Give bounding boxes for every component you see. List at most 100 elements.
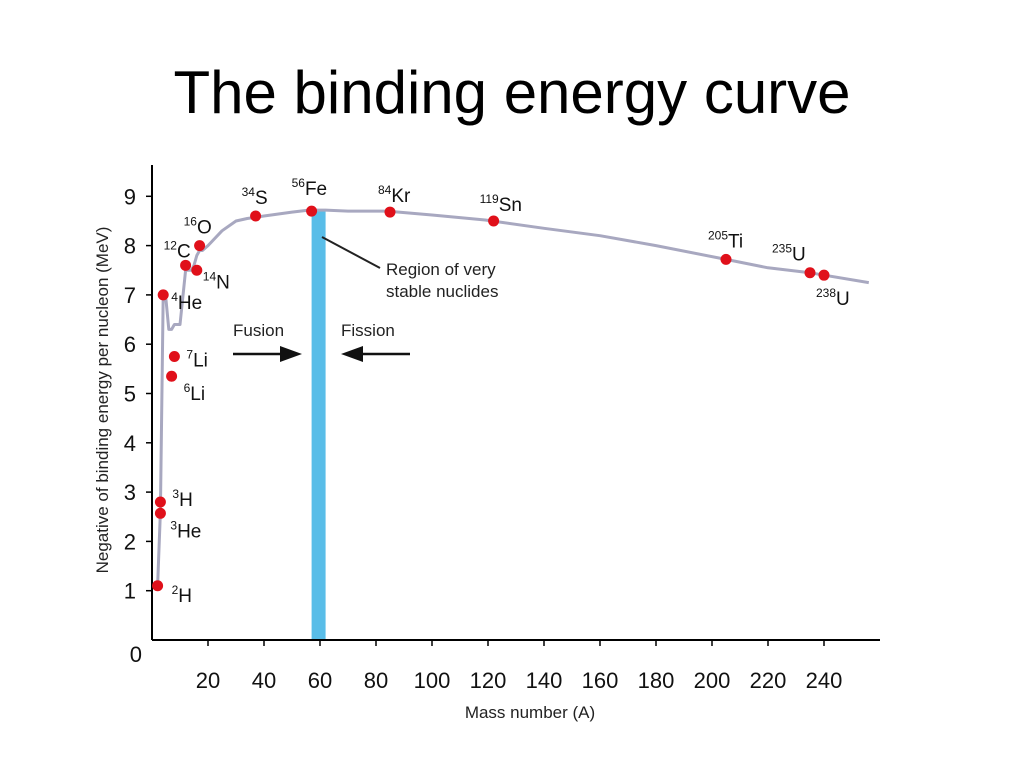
x-tick-label: 140	[526, 668, 563, 693]
nuclide-symbol: C	[177, 241, 191, 262]
binding-energy-curve	[156, 208, 870, 586]
nuclide-label-119Sn: 119Sn	[480, 192, 522, 216]
nuclide-symbol: He	[178, 293, 202, 314]
nuclide-symbol: Sn	[499, 195, 522, 216]
nuclide-symbol: H	[178, 586, 192, 607]
y-tick-label: 5	[124, 382, 136, 407]
x-tick-label: 60	[308, 668, 332, 693]
nuclide-point-6Li	[166, 370, 178, 382]
nuclide-point-56Fe	[306, 205, 318, 217]
x-tick-label: 40	[252, 668, 276, 693]
y-tick-label: 2	[124, 529, 136, 554]
nuclide-point-7Li	[168, 351, 180, 363]
nuclide-label-12C: 12C	[164, 238, 191, 262]
nuclide-label-6Li: 6Li	[184, 381, 205, 405]
nuclide-mass-number: 3	[172, 487, 179, 501]
nuclide-point-14N	[191, 264, 203, 276]
nuclide-mass-number: 6	[184, 381, 191, 395]
region-pointer-line	[321, 236, 381, 269]
nuclide-symbol: U	[792, 245, 806, 266]
y-tick-label: 0	[130, 642, 142, 667]
points-layer	[152, 205, 830, 592]
x-axis-label: Mass number (A)	[465, 703, 595, 722]
nuclide-label-205Ti: 205Ti	[708, 228, 743, 252]
nuclide-label-235U: 235U	[772, 242, 806, 266]
nuclide-mass-number: 16	[184, 215, 198, 229]
nuclide-point-205Ti	[720, 253, 732, 265]
nuclide-label-34S: 34S	[242, 185, 268, 209]
nuclide-mass-number: 56	[292, 176, 306, 190]
nuclide-point-16O	[194, 240, 206, 252]
x-tick-label: 220	[750, 668, 787, 693]
nuclide-symbol: Li	[190, 384, 205, 405]
nuclide-symbol: Ti	[728, 231, 743, 252]
x-tick-label: 80	[364, 668, 388, 693]
y-tick-label: 3	[124, 480, 136, 505]
x-tick-label: 200	[694, 668, 731, 693]
nuclide-point-2H	[152, 580, 164, 592]
nuclide-symbol: O	[197, 218, 212, 239]
nuclide-symbol: U	[836, 289, 850, 310]
y-axis-label: Negative of binding energy per nucleon (…	[93, 227, 112, 574]
y-tick-label: 4	[124, 431, 136, 456]
region-annotation-line1: Region of very	[386, 260, 496, 279]
nuclide-point-4He	[157, 289, 169, 301]
stable-region-band	[311, 210, 326, 640]
y-tick-label: 6	[124, 332, 136, 357]
nuclide-label-238U: 238U	[816, 286, 850, 310]
nuclide-symbol: Fe	[305, 179, 327, 200]
nuclide-label-14N: 14N	[203, 269, 230, 293]
nuclide-point-34S	[250, 210, 262, 222]
nuclide-mass-number: 238	[816, 286, 836, 300]
fusion-label: Fusion	[233, 321, 284, 340]
nuclide-point-12C	[180, 259, 192, 271]
nuclide-symbol: S	[255, 188, 268, 209]
nuclide-mass-number: 235	[772, 242, 792, 256]
x-tick-label: 160	[582, 668, 619, 693]
nuclide-point-119Sn	[488, 215, 500, 227]
nuclide-point-235U	[804, 267, 816, 279]
nuclide-label-4He: 4He	[171, 290, 202, 314]
nuclide-symbol: Li	[193, 351, 208, 372]
x-tick-label: 120	[470, 668, 507, 693]
fission-arrow	[341, 346, 410, 362]
x-tick-label: 20	[196, 668, 220, 693]
stable-region-band-layer	[311, 210, 326, 640]
fusion-arrow	[233, 346, 302, 362]
nuclide-symbol: N	[216, 272, 230, 293]
nuclide-label-16O: 16O	[184, 215, 212, 239]
nuclide-symbol: Kr	[391, 186, 411, 207]
nuclide-point-3H	[154, 496, 166, 508]
curve-layer	[156, 208, 870, 586]
nuclide-symbol: H	[179, 490, 193, 511]
nuclide-mass-number: 2	[172, 583, 179, 597]
nuclide-label-84Kr: 84Kr	[378, 183, 411, 207]
fission-label: Fission	[341, 321, 395, 340]
nuclide-mass-number: 4	[171, 290, 178, 304]
nuclide-point-84Kr	[384, 206, 396, 218]
nuclide-mass-number: 12	[164, 238, 178, 252]
ticks-layer: 20 40 60 80 100 120 140 160 180 200 220 24001234567…	[124, 184, 843, 693]
nuclide-mass-number: 14	[203, 269, 217, 283]
x-tick-label: 240	[806, 668, 843, 693]
y-tick-label: 8	[124, 234, 136, 259]
nuclide-label-56Fe: 56Fe	[292, 176, 328, 200]
nuclide-label-7Li: 7Li	[186, 348, 207, 372]
nuclide-label-3He: 3He	[170, 518, 201, 542]
nuclide-symbol: He	[177, 521, 201, 542]
nuclide-label-2H: 2H	[172, 583, 192, 607]
nuclide-mass-number: 119	[480, 192, 499, 206]
nuclide-point-3He	[154, 507, 166, 519]
axes-layer	[151, 165, 880, 641]
region-annotation-line2: stable nuclides	[386, 282, 498, 301]
x-tick-label: 100	[414, 668, 451, 693]
nuclide-point-238U	[818, 269, 830, 281]
y-tick-label: 9	[124, 184, 136, 209]
y-tick-label: 7	[124, 283, 136, 308]
nuclide-mass-number: 84	[378, 183, 392, 197]
nuclide-mass-number: 7	[186, 348, 193, 362]
nuclide-mass-number: 34	[242, 185, 256, 199]
slide-title: The binding energy curve	[173, 59, 851, 126]
